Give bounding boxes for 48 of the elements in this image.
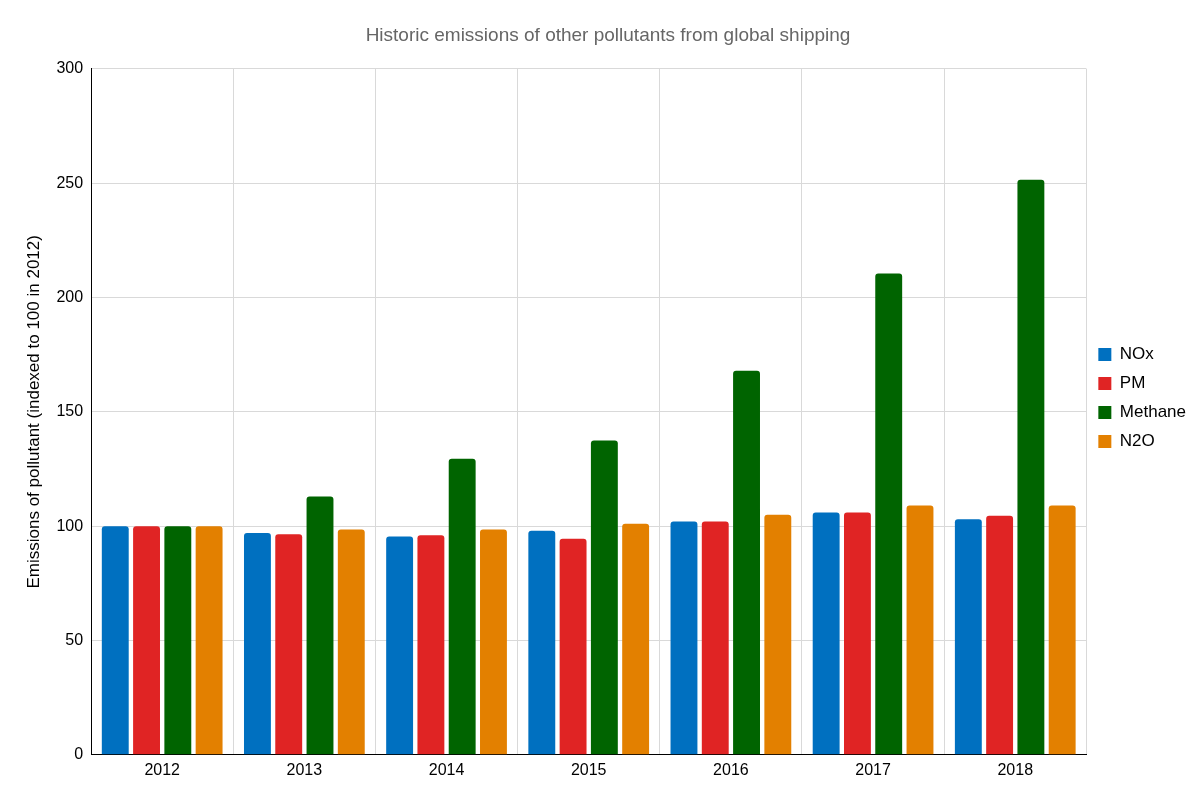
bar [733,370,760,755]
x-tick-label: 2016 [713,760,749,778]
bar [906,505,934,755]
bar [764,514,792,755]
bar [448,458,476,755]
legend-label: PM [1119,373,1146,393]
bar [275,534,303,755]
y-tick-label: 300 [56,59,84,77]
y-axis-title: Emissions of pollutant (indexed to 100 in 2012) [23,235,43,589]
bar [954,519,982,755]
y-tick-label: 150 [56,402,84,420]
y-tick-label: 0 [74,745,84,763]
x-tick-label: 2014 [428,760,465,778]
bar [133,526,160,755]
x-tick-label: 2018 [997,760,1034,778]
bar [559,538,587,755]
bar [670,521,698,755]
x-tick-label: 2013 [286,760,323,778]
y-tick-label: 50 [65,630,84,648]
legend-label: Methane [1119,402,1187,422]
bar [812,512,840,755]
bar [337,529,365,755]
bar [875,273,903,755]
bar [164,526,192,755]
chart-title: Historic emissions of other pollutants from global shipping [365,23,851,45]
bar [1048,505,1076,755]
y-tick-label: 200 [56,287,84,305]
bar [986,515,1014,755]
bar [243,532,271,755]
bar [195,526,223,755]
bar [528,530,556,755]
bar [701,521,729,755]
bar [480,529,507,755]
bar [417,535,445,755]
legend-label: N2O [1119,431,1155,451]
x-tick-label: 2015 [570,760,607,778]
bar [1017,179,1045,755]
bar [386,536,414,755]
bar [590,440,618,755]
bar [101,526,129,755]
x-tick-label: 2017 [855,760,891,778]
bar [622,523,650,755]
y-tick-label: 250 [56,173,84,191]
bar [843,512,871,755]
legend-label: NOx [1119,344,1155,364]
y-tick-label: 100 [56,516,84,534]
bar [306,496,334,755]
x-tick-label: 2012 [144,760,181,778]
